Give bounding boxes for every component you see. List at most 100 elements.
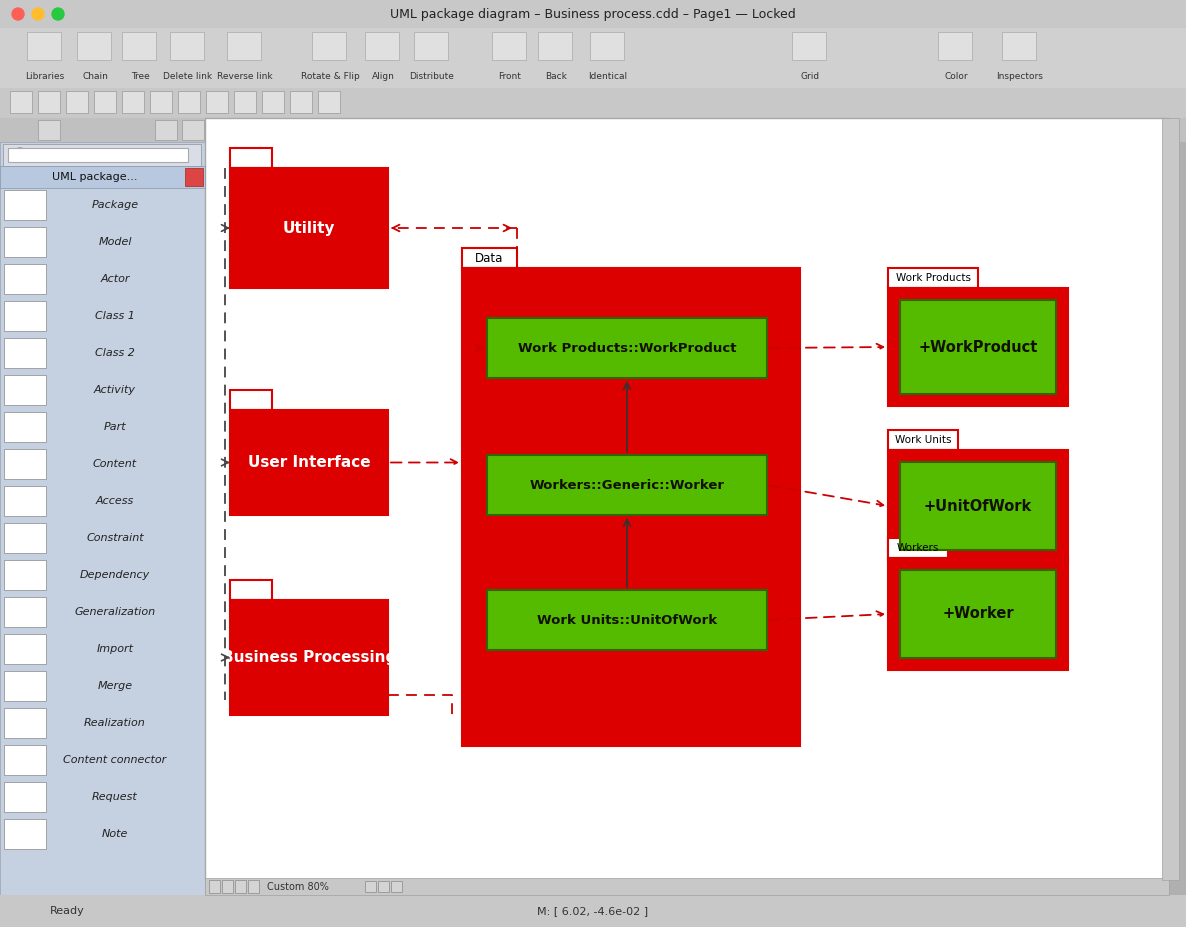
Text: Part: Part: [103, 422, 127, 432]
Text: Activity: Activity: [94, 385, 136, 395]
Bar: [318, 91, 340, 113]
Text: Access: Access: [96, 496, 134, 506]
Text: Note: Note: [102, 829, 128, 839]
Bar: [122, 91, 144, 113]
Bar: [4, 782, 46, 812]
Bar: [4, 449, 46, 479]
Bar: [38, 91, 60, 113]
Text: +WorkProduct: +WorkProduct: [918, 339, 1038, 354]
Text: UML package...: UML package...: [52, 172, 138, 182]
Text: UML package diagram – Business process.cdd – Page1 — Locked: UML package diagram – Business process.c…: [390, 7, 796, 20]
Bar: [0, 0, 1186, 28]
Text: Constraint: Constraint: [87, 533, 144, 543]
Bar: [234, 91, 256, 113]
Bar: [4, 190, 46, 220]
Bar: [1002, 32, 1037, 60]
Text: Tree: Tree: [130, 71, 149, 81]
Bar: [178, 91, 200, 113]
Bar: [205, 118, 1169, 880]
Text: +Worker: +Worker: [942, 606, 1014, 621]
Bar: [900, 570, 1056, 658]
Bar: [888, 558, 1069, 670]
Text: Class 1: Class 1: [95, 311, 135, 321]
Bar: [463, 248, 517, 268]
Circle shape: [12, 8, 24, 20]
Bar: [0, 166, 205, 188]
Text: Work Units::UnitOfWork: Work Units::UnitOfWork: [537, 614, 718, 627]
Text: Align: Align: [371, 71, 395, 81]
Bar: [66, 91, 88, 113]
Bar: [391, 881, 402, 892]
Bar: [1162, 118, 1179, 880]
Text: Realization: Realization: [84, 718, 146, 728]
Text: +UnitOfWork: +UnitOfWork: [924, 499, 1032, 514]
Bar: [4, 338, 46, 368]
Bar: [4, 375, 46, 405]
Bar: [4, 634, 46, 664]
Bar: [888, 288, 1069, 406]
Bar: [4, 144, 200, 166]
Bar: [222, 880, 232, 893]
Text: Content: Content: [93, 459, 138, 469]
Bar: [230, 168, 388, 288]
Circle shape: [32, 8, 44, 20]
Text: Rotate & Flip: Rotate & Flip: [300, 71, 359, 81]
Bar: [94, 91, 116, 113]
Bar: [77, 32, 111, 60]
Text: Back: Back: [546, 71, 567, 81]
Bar: [487, 590, 767, 650]
Bar: [938, 32, 973, 60]
Bar: [4, 301, 46, 331]
Bar: [209, 880, 219, 893]
Text: Grid: Grid: [801, 71, 820, 81]
Text: Package: Package: [91, 200, 139, 210]
Text: Actor: Actor: [101, 274, 129, 284]
Bar: [792, 32, 825, 60]
Bar: [0, 28, 1186, 88]
Text: Delete link: Delete link: [164, 71, 212, 81]
Bar: [181, 120, 204, 140]
Bar: [312, 32, 346, 60]
Text: Ready: Ready: [50, 906, 84, 916]
Bar: [206, 91, 228, 113]
Text: Merge: Merge: [97, 681, 133, 691]
Text: Data: Data: [476, 251, 504, 264]
Bar: [0, 142, 205, 895]
Bar: [4, 597, 46, 627]
Bar: [888, 268, 978, 288]
Bar: [900, 462, 1056, 550]
Text: User Interface: User Interface: [248, 455, 370, 470]
Text: Class 2: Class 2: [95, 348, 135, 358]
Circle shape: [52, 8, 64, 20]
Bar: [538, 32, 572, 60]
Text: Inspectors: Inspectors: [996, 71, 1044, 81]
Text: Work Products::WorkProduct: Work Products::WorkProduct: [518, 341, 737, 354]
Bar: [8, 148, 189, 162]
Text: Work Units: Work Units: [894, 435, 951, 445]
Bar: [230, 580, 272, 600]
Bar: [4, 486, 46, 516]
Bar: [185, 168, 203, 186]
Text: Workers::Generic::Worker: Workers::Generic::Worker: [529, 478, 725, 491]
Bar: [492, 32, 527, 60]
Bar: [4, 671, 46, 701]
Text: Content connector: Content connector: [63, 755, 166, 765]
Bar: [170, 32, 204, 60]
Text: Distribute: Distribute: [409, 71, 454, 81]
Bar: [414, 32, 448, 60]
Bar: [365, 32, 398, 60]
Text: Workers: Workers: [897, 543, 939, 553]
Bar: [0, 88, 1186, 118]
Bar: [4, 745, 46, 775]
Bar: [888, 538, 948, 558]
Text: Color: Color: [944, 71, 968, 81]
Text: Business Processing: Business Processing: [222, 650, 396, 665]
Bar: [463, 268, 801, 746]
Text: Generalization: Generalization: [75, 607, 155, 617]
Text: Reverse link: Reverse link: [217, 71, 273, 81]
Bar: [0, 895, 1186, 927]
Text: Dependency: Dependency: [79, 570, 151, 580]
Text: Work Products: Work Products: [895, 273, 970, 283]
Bar: [205, 878, 1169, 895]
Bar: [888, 450, 1069, 562]
